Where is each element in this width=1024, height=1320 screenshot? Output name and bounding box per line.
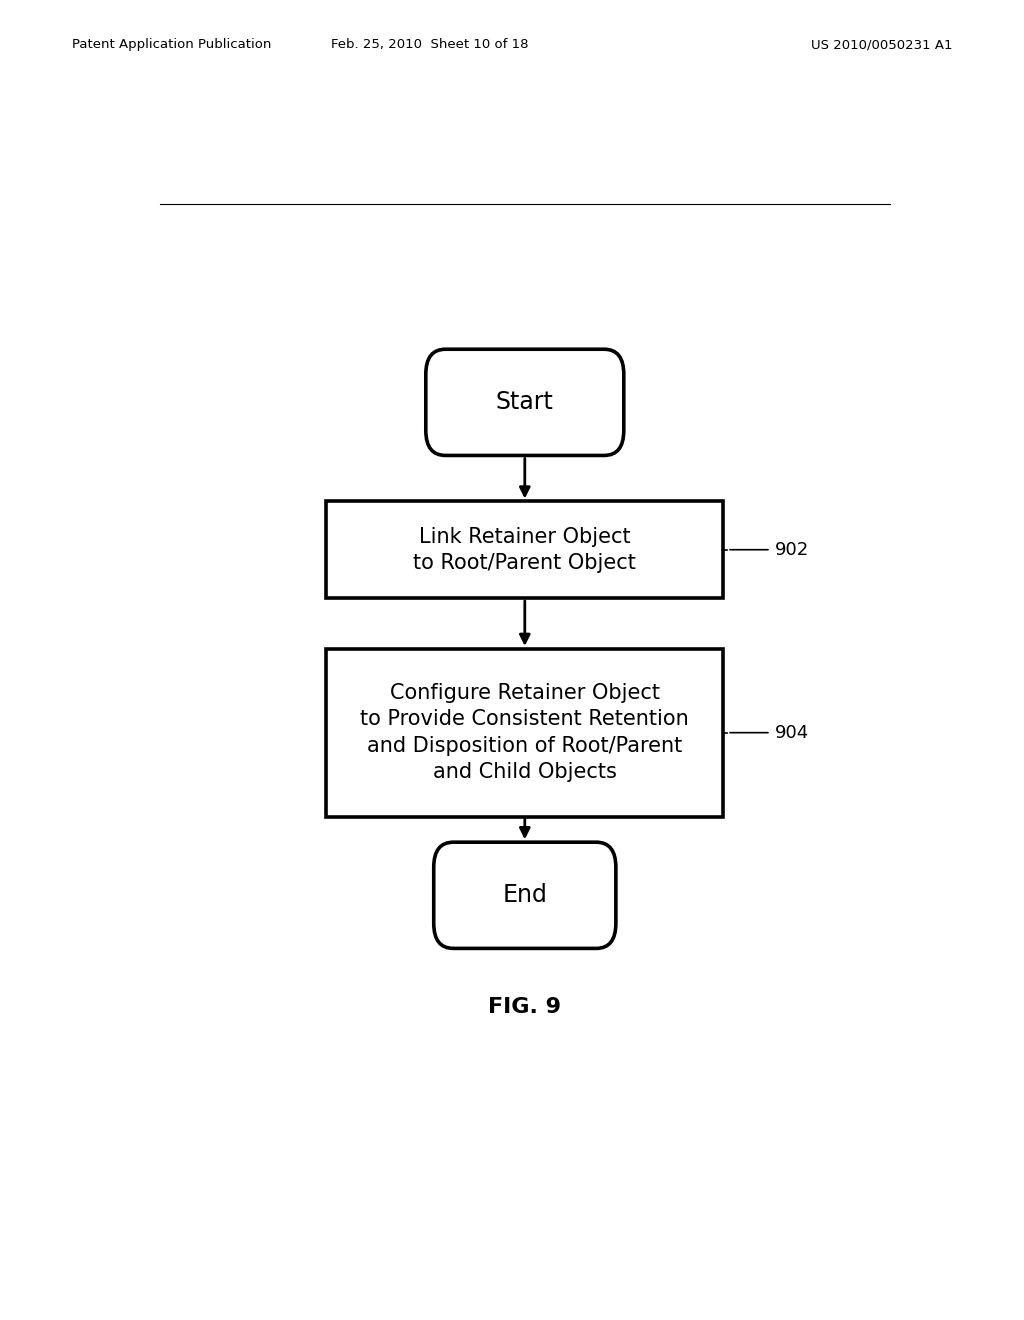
FancyBboxPatch shape <box>327 502 723 598</box>
Text: 902: 902 <box>775 541 809 558</box>
FancyBboxPatch shape <box>327 649 723 817</box>
Text: End: End <box>503 883 547 907</box>
Text: Link Retainer Object
to Root/Parent Object: Link Retainer Object to Root/Parent Obje… <box>414 527 636 573</box>
Text: Start: Start <box>496 391 554 414</box>
Text: Feb. 25, 2010  Sheet 10 of 18: Feb. 25, 2010 Sheet 10 of 18 <box>332 38 528 51</box>
Text: Configure Retainer Object
to Provide Consistent Retention
and Disposition of Roo: Configure Retainer Object to Provide Con… <box>360 682 689 783</box>
FancyBboxPatch shape <box>426 350 624 455</box>
Text: 904: 904 <box>775 723 809 742</box>
Text: US 2010/0050231 A1: US 2010/0050231 A1 <box>811 38 952 51</box>
FancyBboxPatch shape <box>434 842 615 948</box>
Text: FIG. 9: FIG. 9 <box>488 997 561 1018</box>
Text: Patent Application Publication: Patent Application Publication <box>72 38 271 51</box>
